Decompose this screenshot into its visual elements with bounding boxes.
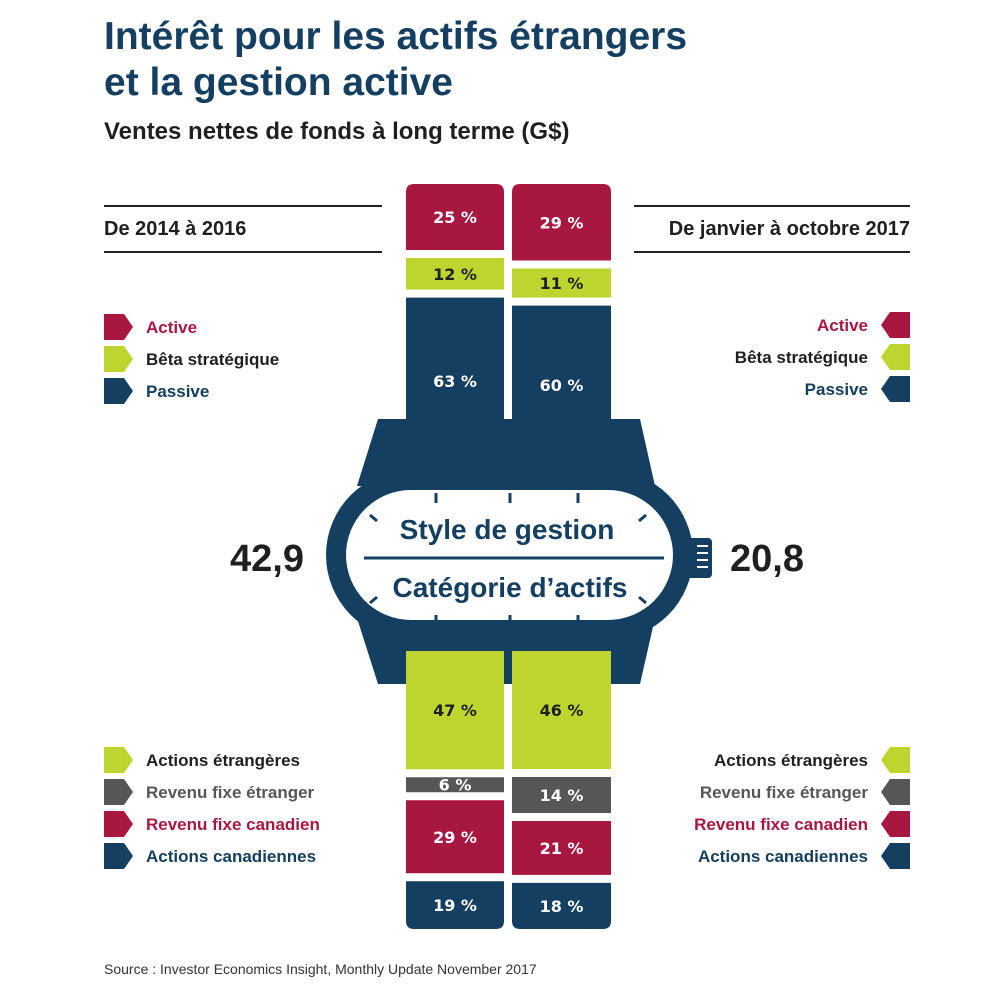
arrow-tab-icon bbox=[104, 378, 133, 404]
bar-label-passive-left: 63 % bbox=[433, 372, 477, 391]
arrow-tab-icon bbox=[881, 811, 910, 837]
arrow-tab-icon bbox=[881, 843, 910, 869]
bar-label-beta-strategique-left: 12 % bbox=[433, 265, 477, 284]
legend-label: Revenu fixe étranger bbox=[699, 783, 868, 802]
crown-grip-lines bbox=[697, 545, 708, 568]
bar-passive-left bbox=[406, 297, 504, 464]
period-left-label: De 2014 à 2016 bbox=[104, 205, 382, 253]
bar-label-revenu-fixe-canadien-left: 29 % bbox=[433, 828, 477, 847]
dial-top-label: Style de gestion bbox=[400, 514, 615, 545]
title-line-2: et la gestion active bbox=[104, 61, 453, 104]
arrow-tab-icon bbox=[881, 747, 910, 773]
bar-actions-etrangeres-left bbox=[406, 651, 504, 770]
total-left-value: 42,9 bbox=[230, 538, 304, 580]
legend-label: Passive bbox=[804, 380, 868, 399]
bar-beta-strategique-right bbox=[512, 268, 611, 298]
legend-label: Revenu fixe canadien bbox=[694, 815, 868, 834]
arrow-tab-icon bbox=[104, 314, 133, 340]
legend-label: Passive bbox=[146, 382, 210, 401]
legend-label: Actions canadiennes bbox=[697, 847, 868, 866]
legend-label: Active bbox=[146, 318, 198, 337]
chart-subtitle: Ventes nettes de fonds à long terme (G$) bbox=[104, 118, 570, 145]
bar-label-actions-canadiennes-right: 18 % bbox=[540, 897, 584, 916]
bar-label-active-left: 25 % bbox=[433, 208, 477, 227]
arrow-tab-icon bbox=[104, 747, 133, 773]
legend-label: Actions canadiennes bbox=[146, 847, 317, 866]
bar-revenu-fixe-etranger-left bbox=[406, 777, 504, 793]
arrow-tab-icon bbox=[104, 843, 133, 869]
legend-label: Revenu fixe étranger bbox=[146, 783, 315, 802]
bar-passive-right bbox=[512, 305, 611, 464]
watch-dial bbox=[346, 490, 673, 620]
total-right-value: 20,8 bbox=[730, 538, 804, 580]
dial-bottom-label: Catégorie d’actifs bbox=[393, 572, 628, 603]
bar-label-beta-strategique-right: 11 % bbox=[540, 274, 584, 293]
source-note: Source : Investor Economics Insight, Mon… bbox=[104, 961, 537, 977]
bar-actions-canadiennes-left bbox=[406, 881, 504, 929]
bar-label-revenu-fixe-etranger-left: 6 % bbox=[439, 776, 472, 795]
legend-label: Bêta stratégique bbox=[146, 350, 280, 369]
legend-label: Bêta stratégique bbox=[734, 348, 868, 367]
bar-label-passive-right: 60 % bbox=[540, 376, 584, 395]
bar-active-left bbox=[406, 184, 504, 250]
title-line-1: Intérêt pour les actifs étrangers bbox=[104, 15, 688, 58]
page-title: Intérêt pour les actifs étrangers et la … bbox=[104, 14, 687, 106]
bar-active-right bbox=[512, 184, 611, 261]
bar-revenu-fixe-canadien-left bbox=[406, 800, 504, 874]
bar-actions-etrangeres-right bbox=[512, 651, 611, 770]
period-right-label: De janvier à octobre 2017 bbox=[634, 205, 910, 253]
arrow-tab-icon bbox=[104, 346, 133, 372]
bar-label-active-right: 29 % bbox=[540, 213, 584, 232]
arrow-tab-icon bbox=[881, 376, 910, 402]
bar-label-revenu-fixe-etranger-right: 14 % bbox=[540, 786, 584, 805]
dial-tick-marks bbox=[369, 493, 647, 625]
bar-label-actions-etrangeres-left: 47 % bbox=[433, 701, 477, 720]
strap-top-style-bars: 25 % 12 % 63 % 29 % 11 % 60 % bbox=[406, 184, 611, 464]
strap-bottom-asset-bars: 47 % 6 % 29 % 19 % 46 % 14 % 21 % 18 % bbox=[406, 651, 611, 929]
bar-revenu-fixe-etranger-right bbox=[512, 777, 611, 813]
arrow-tab-icon bbox=[881, 344, 910, 370]
legend-label: Actions étrangères bbox=[714, 751, 868, 770]
bar-label-revenu-fixe-canadien-right: 21 % bbox=[540, 839, 584, 858]
arrow-tab-icon bbox=[881, 312, 910, 338]
bar-actions-canadiennes-right bbox=[512, 882, 611, 929]
bar-label-actions-etrangeres-right: 46 % bbox=[540, 701, 584, 720]
legend-label: Revenu fixe canadien bbox=[146, 815, 320, 834]
arrow-tab-icon bbox=[881, 779, 910, 805]
legend-label: Actions étrangères bbox=[146, 751, 300, 770]
bar-beta-strategique-left bbox=[406, 258, 504, 290]
arrow-tab-icon bbox=[104, 811, 133, 837]
bar-label-actions-canadiennes-left: 19 % bbox=[433, 896, 477, 915]
legend-label: Active bbox=[816, 316, 868, 335]
arrow-tab-icon bbox=[104, 779, 133, 805]
bar-revenu-fixe-canadien-right bbox=[512, 820, 611, 875]
